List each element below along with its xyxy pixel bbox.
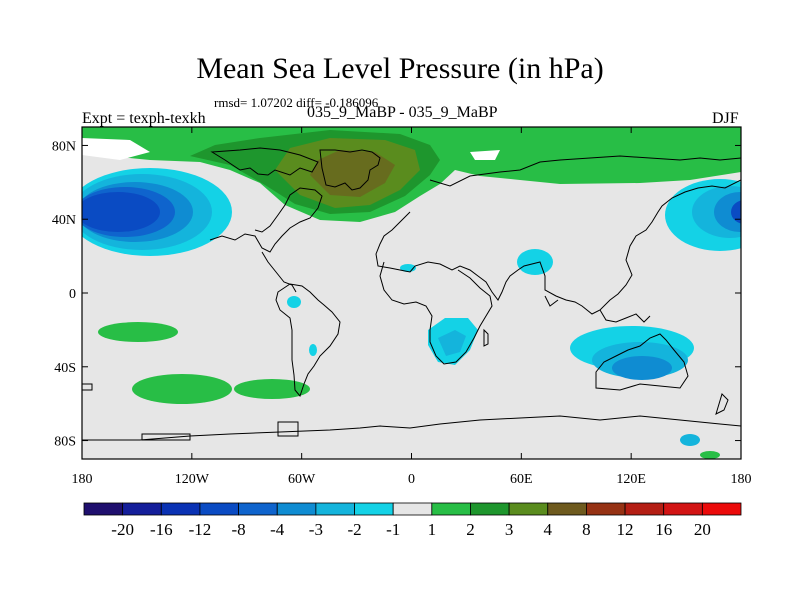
coastline-island-2 xyxy=(277,421,299,437)
colorbar: -20 -16 -12 -8 -4 -3 -2 -1 1 2 3 4 8 12 16 20 xyxy=(83,502,742,539)
s-indian-low-core xyxy=(612,356,672,380)
y-tick-label: 40N xyxy=(52,213,76,228)
colorbar-label: -12 xyxy=(189,520,212,539)
season-label: DJF xyxy=(712,110,739,127)
x-axis: 180 120W 60W 0 60E 120E 180 xyxy=(72,127,752,487)
colorbar-label: 1 xyxy=(428,520,437,539)
arctic-brown xyxy=(310,150,395,197)
coastline-arctic xyxy=(210,147,319,176)
antarctic-low xyxy=(680,434,700,446)
colorbar-swatch xyxy=(508,502,549,516)
x-tick-label: 180 xyxy=(72,472,93,487)
s-pacific-high xyxy=(98,322,178,342)
colorbar-label: 4 xyxy=(544,520,553,539)
colorbar-swatch xyxy=(199,502,239,516)
colorbar-label: -16 xyxy=(150,520,173,539)
coastline-se-asia xyxy=(544,295,651,323)
coastline-south-america xyxy=(275,283,341,398)
coastline-eurasia xyxy=(375,179,741,315)
colorbar-label: -3 xyxy=(309,520,323,539)
chart-title: Mean Sea Level Pressure (in hPa) xyxy=(196,52,604,85)
experiment-label: Expt = texph-texkh xyxy=(82,110,206,127)
colorbar-label: -8 xyxy=(232,520,246,539)
colorbar-swatch xyxy=(315,502,355,516)
x-tick-label: 60W xyxy=(288,472,316,487)
coastline-madagascar xyxy=(483,328,489,347)
colorbar-label: 20 xyxy=(694,520,711,539)
y-tick-label: 40S xyxy=(54,361,76,376)
arctic-white-patch-2 xyxy=(470,150,500,160)
stats-text: rmsd= 1.07202 diff= -0.186096 xyxy=(214,95,379,110)
colorbar-swatch xyxy=(701,502,742,516)
colorbar-label: -1 xyxy=(386,520,400,539)
coastline-asia-north xyxy=(429,155,741,187)
coastlines xyxy=(82,147,741,441)
colorbar-label: -2 xyxy=(347,520,361,539)
andes-low xyxy=(309,344,317,356)
colorbar-label: 12 xyxy=(617,520,634,539)
north-pacific-low-core xyxy=(82,192,160,232)
colorbar-swatch xyxy=(276,502,317,516)
colorbar-swatch xyxy=(83,502,124,516)
s-atlantic-high xyxy=(234,379,310,399)
s-pacific-high-2 xyxy=(132,374,232,404)
colorbar-swatch xyxy=(354,502,394,516)
antarctic-high xyxy=(700,451,720,459)
coastline-island-1 xyxy=(141,433,191,441)
x-tick-label: 120E xyxy=(616,472,646,487)
coastline-australia xyxy=(595,333,689,391)
x-tick-label: 60E xyxy=(510,472,533,487)
ne-pacific-low-core xyxy=(731,200,741,224)
coastline-antarctica xyxy=(82,415,741,441)
colorbar-swatch xyxy=(470,502,510,516)
subtitle: 035_9_MaBP - 035_9_MaBP xyxy=(307,104,498,121)
y-axis: 80N 40N 0 40S 80S xyxy=(52,139,741,450)
anomaly-field xyxy=(82,127,741,459)
amazon-low xyxy=(287,296,301,308)
colorbar-swatch xyxy=(238,502,278,516)
coastline-africa xyxy=(379,261,493,365)
y-tick-label: 80N xyxy=(52,139,76,154)
coastline-central-america xyxy=(261,251,297,293)
colorbar-swatch xyxy=(624,502,665,516)
colorbar-swatch xyxy=(663,502,703,516)
colorbar-swatch xyxy=(547,502,587,516)
colorbar-swatch xyxy=(160,502,201,516)
ne-pacific-low-3 xyxy=(714,192,741,232)
x-tick-label: 120W xyxy=(175,472,210,487)
coastline-island-3 xyxy=(82,383,93,391)
coastline-greenland xyxy=(319,149,381,191)
south-africa-low-core xyxy=(438,330,466,356)
colorbar-label: 3 xyxy=(505,520,514,539)
colorbar-swatch xyxy=(392,502,433,516)
colorbar-swatch xyxy=(122,502,162,516)
arctic-white-patch xyxy=(82,138,150,160)
colorbar-label: 8 xyxy=(582,520,591,539)
y-tick-label: 0 xyxy=(69,287,76,302)
coastline-new-zealand xyxy=(715,393,729,415)
x-tick-label: 0 xyxy=(408,472,415,487)
arabian-low xyxy=(517,249,553,275)
colorbar-label: 2 xyxy=(466,520,475,539)
x-tick-label: 180 xyxy=(731,472,752,487)
colorbar-label: -20 xyxy=(111,520,134,539)
colorbar-label: 16 xyxy=(655,520,672,539)
colorbar-swatch xyxy=(586,502,626,516)
coastline-north-america xyxy=(209,187,323,253)
colorbar-label: -4 xyxy=(270,520,285,539)
colorbar-swatch xyxy=(431,502,471,516)
y-tick-label: 80S xyxy=(54,435,76,450)
